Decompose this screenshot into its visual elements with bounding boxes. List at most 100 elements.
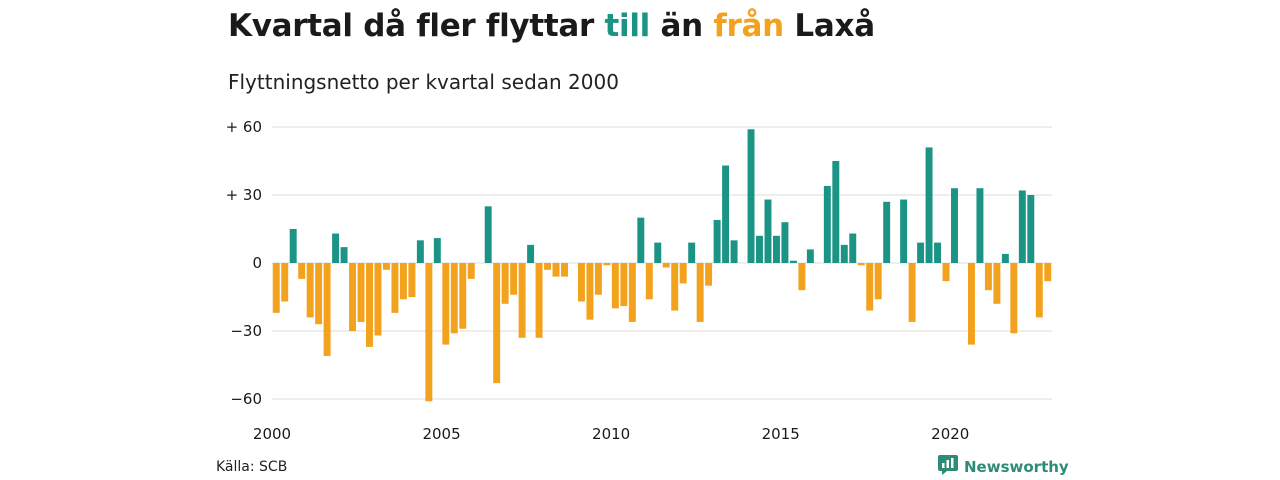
bar — [611, 263, 619, 309]
bar — [900, 199, 908, 263]
bar — [967, 263, 975, 345]
bar — [493, 263, 501, 384]
bar — [416, 240, 424, 263]
newsworthy-logo-icon — [938, 455, 958, 479]
title-till: till — [604, 8, 650, 44]
bar — [934, 242, 942, 263]
bar — [450, 263, 458, 334]
bar — [1044, 263, 1052, 282]
bar — [340, 247, 348, 263]
x-tick-label: 2005 — [422, 425, 460, 443]
bar — [806, 249, 814, 263]
chart-title: Kvartal då fler flyttar till än från Lax… — [228, 8, 875, 44]
bar — [281, 263, 289, 302]
bar — [510, 263, 518, 295]
bar — [917, 242, 925, 263]
bar — [298, 263, 306, 279]
bar — [518, 263, 526, 338]
bar — [561, 263, 568, 277]
bar — [399, 263, 407, 300]
bar — [1018, 190, 1026, 263]
bar — [408, 263, 416, 297]
bar — [857, 263, 865, 266]
bar — [789, 260, 797, 263]
bar — [594, 263, 602, 295]
bar — [671, 263, 679, 311]
title-part-2: än — [649, 8, 714, 44]
bar — [459, 263, 467, 329]
chart-subtitle: Flyttningsnetto per kvartal sedan 2000 — [228, 70, 619, 94]
bar — [781, 222, 789, 263]
bar — [798, 263, 806, 291]
bar — [1035, 263, 1043, 318]
bar — [883, 201, 891, 263]
bar — [679, 263, 687, 284]
x-tick-label: 2000 — [253, 425, 291, 443]
bar — [1001, 253, 1009, 263]
bar — [366, 263, 373, 347]
title-fran: från — [713, 8, 784, 44]
bar — [747, 129, 755, 263]
bar — [722, 165, 730, 263]
bar — [535, 263, 543, 338]
x-axis-ticks: 2000 2005 2010 2015 2020 — [253, 425, 969, 443]
bar — [772, 235, 780, 263]
bar — [544, 263, 552, 270]
bar — [756, 235, 763, 263]
bar — [620, 263, 628, 307]
y-tick-label: + 60 — [226, 118, 262, 136]
bar — [603, 263, 611, 266]
bar — [637, 217, 645, 263]
bar — [527, 244, 535, 263]
bar — [849, 233, 857, 263]
bar — [484, 206, 492, 263]
brand-logo[interactable]: Newsworthy — [938, 455, 1069, 479]
bar — [1010, 263, 1018, 334]
title-part-1: Kvartal då fler flyttar — [228, 8, 605, 44]
x-tick-label: 2010 — [592, 425, 630, 443]
bar — [425, 263, 433, 402]
bar — [730, 240, 738, 263]
source-label: Källa: SCB — [216, 459, 288, 475]
bar — [832, 161, 840, 263]
bar — [289, 229, 297, 263]
bar — [628, 263, 636, 322]
bars — [272, 129, 1052, 402]
bar — [908, 263, 916, 322]
bar — [713, 219, 721, 263]
bar — [349, 263, 357, 331]
bar — [976, 188, 984, 263]
x-tick-label: 2020 — [931, 425, 969, 443]
bar — [442, 263, 450, 345]
y-axis-ticks: + 60 + 30 0 −30 −60 — [226, 118, 262, 408]
bar — [654, 242, 662, 263]
bar — [764, 199, 772, 263]
bar — [705, 263, 713, 286]
bar — [501, 263, 509, 304]
bar — [984, 263, 992, 291]
bar — [823, 185, 831, 263]
bar — [433, 238, 441, 263]
bar — [866, 263, 874, 311]
title-part-3: Laxå — [783, 8, 875, 44]
y-tick-label: 0 — [252, 254, 262, 272]
bar — [1027, 195, 1035, 263]
bar — [272, 263, 280, 313]
x-tick-label: 2015 — [762, 425, 800, 443]
bar — [993, 263, 1001, 304]
brand-name: Newsworthy — [964, 458, 1069, 476]
bar — [951, 188, 958, 263]
bar — [662, 263, 670, 268]
y-tick-label: −60 — [230, 390, 262, 408]
bar — [688, 242, 696, 263]
bar — [391, 263, 399, 313]
bar — [925, 147, 933, 263]
bar — [467, 263, 475, 279]
bar — [645, 263, 653, 300]
bar — [696, 263, 704, 322]
bar — [586, 263, 594, 320]
bar — [874, 263, 882, 300]
bar — [306, 263, 314, 318]
bar — [315, 263, 323, 325]
